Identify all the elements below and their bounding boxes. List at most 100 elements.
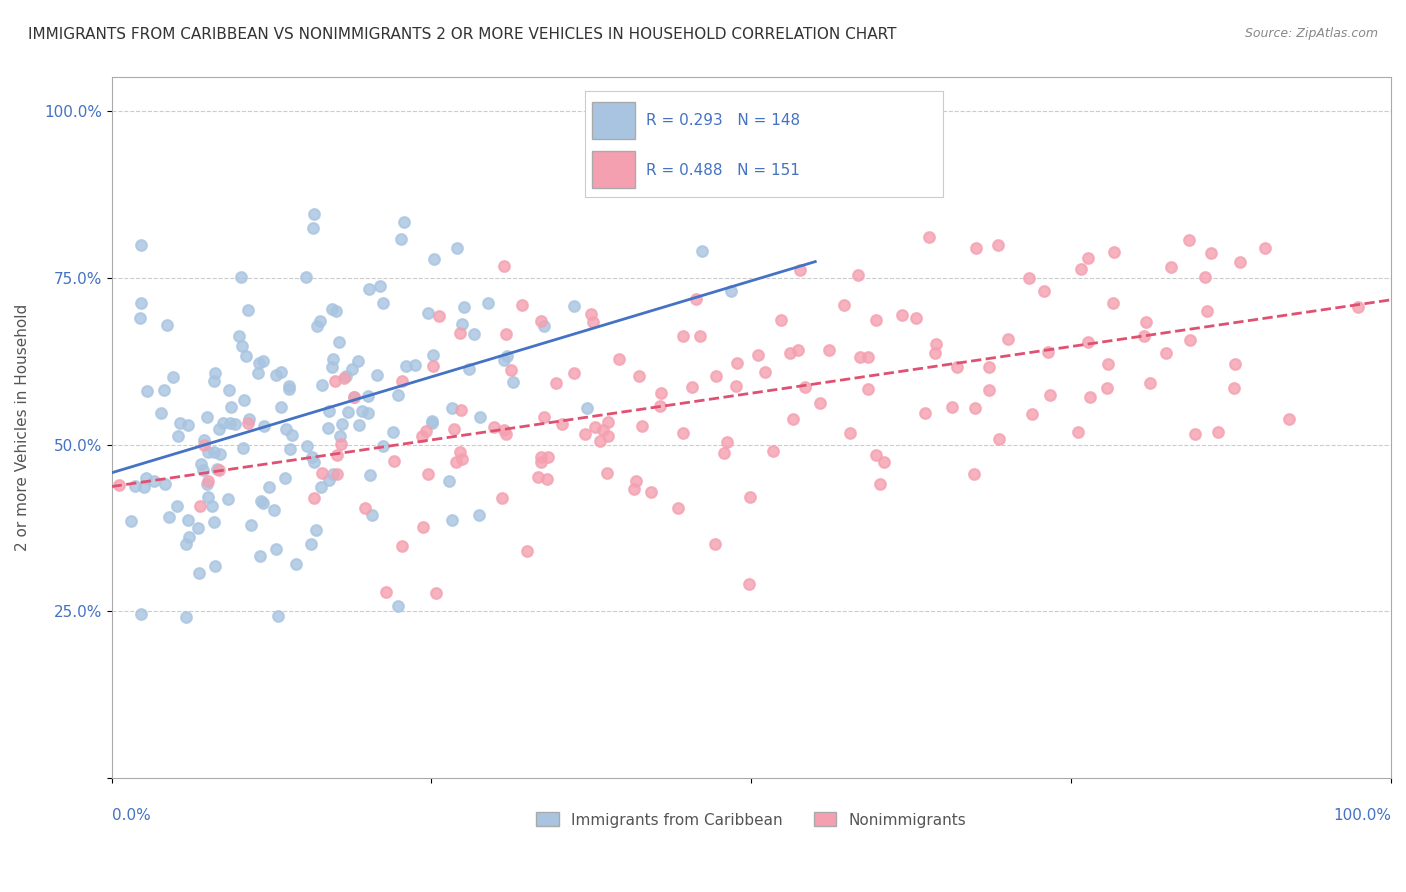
Point bbox=[963, 401, 986, 415]
Point bbox=[530, 455, 553, 469]
Point bbox=[202, 445, 225, 459]
Point bbox=[789, 262, 811, 277]
Point bbox=[238, 412, 260, 426]
Point bbox=[533, 409, 555, 424]
Point bbox=[502, 375, 524, 389]
Point bbox=[120, 514, 142, 528]
Point bbox=[236, 416, 259, 430]
Point bbox=[537, 450, 560, 465]
Point bbox=[217, 492, 239, 507]
Point bbox=[495, 426, 517, 441]
Point bbox=[108, 478, 131, 492]
Point bbox=[451, 451, 474, 466]
Point bbox=[356, 406, 378, 420]
Point bbox=[197, 474, 219, 488]
Point bbox=[849, 350, 872, 364]
Point bbox=[395, 359, 418, 374]
Point bbox=[1178, 234, 1201, 248]
Point bbox=[415, 424, 437, 438]
Point bbox=[357, 282, 380, 296]
Point bbox=[318, 403, 340, 417]
Point bbox=[187, 566, 209, 580]
Point bbox=[329, 436, 352, 450]
Point bbox=[136, 384, 159, 399]
Point bbox=[865, 448, 887, 462]
Point bbox=[174, 536, 197, 550]
Point bbox=[787, 343, 810, 358]
Point bbox=[979, 359, 1001, 374]
Point bbox=[197, 445, 219, 459]
Point bbox=[274, 422, 297, 436]
Point bbox=[266, 542, 288, 557]
Point bbox=[449, 326, 471, 341]
Point bbox=[846, 268, 869, 282]
Point bbox=[444, 455, 467, 469]
Point bbox=[157, 510, 180, 524]
Point bbox=[449, 444, 471, 458]
Point bbox=[302, 491, 325, 505]
Point bbox=[197, 490, 219, 504]
Point bbox=[249, 549, 271, 563]
Point bbox=[193, 433, 215, 447]
Point bbox=[598, 429, 620, 443]
Point bbox=[583, 420, 606, 434]
Point bbox=[467, 508, 489, 523]
Point bbox=[187, 521, 209, 535]
Point bbox=[1032, 284, 1054, 298]
Point bbox=[596, 466, 619, 480]
Point bbox=[640, 484, 662, 499]
Point bbox=[579, 307, 602, 321]
Point bbox=[257, 480, 280, 494]
Point bbox=[167, 429, 190, 443]
Point bbox=[869, 476, 891, 491]
Point bbox=[302, 455, 325, 469]
Point bbox=[592, 423, 614, 437]
Point bbox=[295, 270, 318, 285]
Point bbox=[492, 353, 515, 368]
Point bbox=[564, 366, 586, 380]
Point bbox=[270, 401, 292, 415]
Point bbox=[997, 332, 1019, 346]
Point bbox=[1154, 346, 1177, 360]
Point bbox=[202, 516, 225, 530]
Point bbox=[1160, 260, 1182, 274]
Point bbox=[754, 364, 776, 378]
Point bbox=[1225, 357, 1247, 371]
Point bbox=[672, 426, 695, 441]
Point bbox=[239, 517, 262, 532]
Point bbox=[309, 480, 332, 494]
Point bbox=[1097, 357, 1119, 371]
Point bbox=[156, 318, 179, 332]
Point bbox=[252, 354, 274, 368]
Point bbox=[1206, 425, 1229, 439]
Point bbox=[1095, 380, 1118, 394]
Point bbox=[295, 439, 318, 453]
Point bbox=[153, 383, 176, 397]
Point bbox=[404, 358, 426, 372]
Point bbox=[177, 530, 200, 544]
Point bbox=[343, 390, 366, 404]
Point bbox=[446, 241, 468, 255]
Point bbox=[589, 434, 612, 449]
Point bbox=[482, 420, 505, 434]
Point bbox=[1078, 391, 1101, 405]
Point bbox=[337, 405, 360, 419]
Point bbox=[411, 429, 433, 443]
Point bbox=[690, 244, 713, 259]
Point bbox=[496, 349, 519, 363]
Point bbox=[307, 318, 329, 333]
Point bbox=[166, 499, 188, 513]
Point bbox=[250, 493, 273, 508]
Point bbox=[299, 537, 322, 551]
Point bbox=[253, 419, 276, 434]
Point bbox=[1223, 381, 1246, 395]
Point bbox=[782, 412, 804, 426]
Point bbox=[423, 252, 446, 266]
Point bbox=[747, 348, 769, 362]
Point bbox=[530, 450, 553, 465]
Point bbox=[387, 388, 409, 402]
Point bbox=[624, 474, 647, 488]
Point bbox=[468, 409, 491, 424]
Point bbox=[443, 422, 465, 436]
Point bbox=[162, 369, 184, 384]
